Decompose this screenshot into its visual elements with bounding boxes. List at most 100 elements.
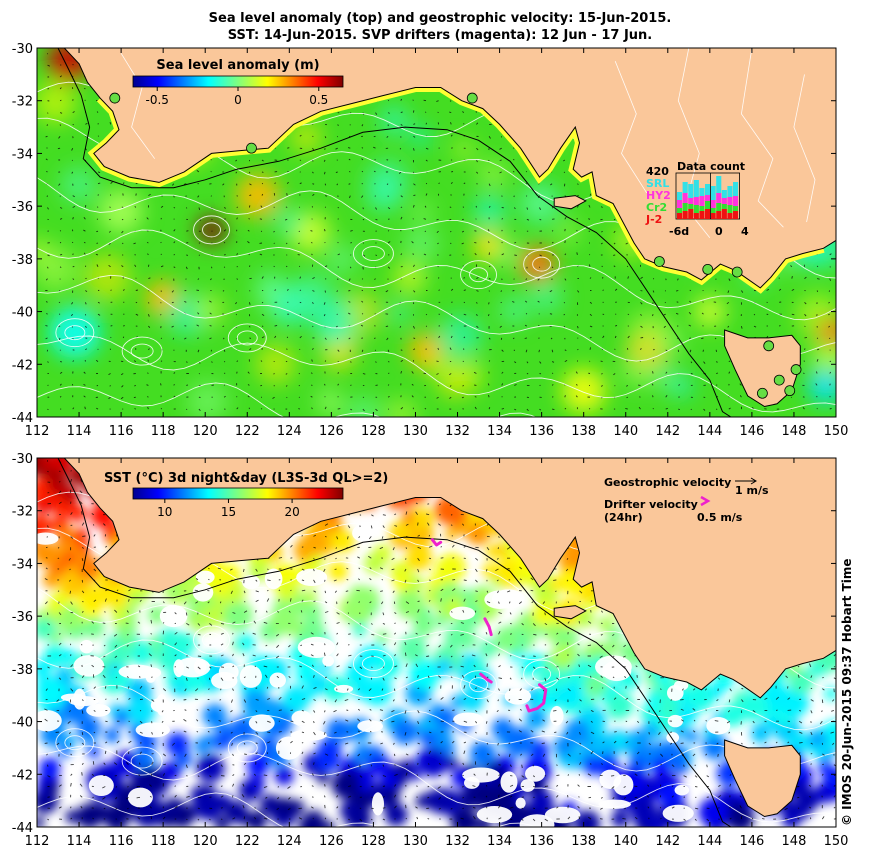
y-tick-label: -32 bbox=[12, 505, 33, 520]
colorbar-tick-label: 15 bbox=[221, 505, 236, 519]
data-count-inset: Data count 420 SRL HY2 Cr2 J-2 -6d 0 4 bbox=[645, 160, 749, 238]
tasmania-bottom bbox=[724, 739, 801, 818]
x-tick-label: 126 bbox=[319, 424, 344, 439]
x-tick-label: 132 bbox=[445, 834, 470, 849]
geostrophic-scale-arrow bbox=[735, 477, 757, 485]
x-tick-label: 116 bbox=[109, 834, 134, 849]
data-count-x-zero: 0 bbox=[715, 225, 723, 238]
x-tick-label: 136 bbox=[529, 834, 554, 849]
x-tick-label: 114 bbox=[67, 424, 92, 439]
shelf-edge-bottom bbox=[57, 458, 732, 827]
data-count-bars bbox=[675, 172, 740, 220]
x-tick-label: 138 bbox=[571, 834, 596, 849]
y-tick-label: -40 bbox=[12, 306, 33, 321]
x-tick-label: 112 bbox=[25, 834, 50, 849]
x-tick-label: 140 bbox=[613, 834, 638, 849]
y-tick-label: -32 bbox=[12, 95, 33, 110]
data-count-x-start: -6d bbox=[669, 225, 689, 238]
geostrophic-legend-label: Geostrophic velocity bbox=[604, 476, 731, 489]
x-tick-label: 136 bbox=[529, 424, 554, 439]
sla-colorbar-label: Sea level anomaly (m) bbox=[156, 58, 319, 73]
y-tick-label: -38 bbox=[12, 253, 33, 268]
y-tick-label: -34 bbox=[12, 557, 33, 572]
x-tick-label: 140 bbox=[613, 424, 638, 439]
drifter-legend-scale: 0.5 m/s bbox=[697, 511, 743, 524]
x-tick-label: 120 bbox=[193, 424, 218, 439]
y-tick-label: -36 bbox=[12, 200, 33, 215]
x-tick-label: 144 bbox=[697, 834, 722, 849]
satellite-label-j2: J-2 bbox=[645, 213, 662, 226]
imos-credit: © IMOS 20-Jun-2015 09:37 Hobart Time bbox=[840, 558, 854, 826]
drifter-legend-label: Drifter velocity bbox=[604, 498, 698, 511]
x-tick-label: 138 bbox=[571, 424, 596, 439]
drifter-legend-sub: (24hr) bbox=[604, 511, 643, 524]
x-tick-label: 134 bbox=[487, 424, 512, 439]
y-tick-label: -34 bbox=[12, 147, 33, 162]
x-tick-label: 144 bbox=[697, 424, 722, 439]
x-tick-label: 134 bbox=[487, 834, 512, 849]
colorbar-tick-label: -0.5 bbox=[146, 93, 169, 107]
colorbar-tick-label: 0 bbox=[234, 93, 242, 107]
y-tick-label: -44 bbox=[12, 411, 33, 426]
x-tick-label: 126 bbox=[319, 834, 344, 849]
x-tick-label: 118 bbox=[151, 424, 176, 439]
y-tick-label: -44 bbox=[12, 821, 33, 836]
y-tick-label: -38 bbox=[12, 663, 33, 678]
top-axes: 112 114 116 118 120 122 124 126 128 130 132 134 136 1… bbox=[12, 42, 849, 439]
satellite-label-hy2: HY2 bbox=[646, 189, 671, 202]
drifter-scale-arrow bbox=[700, 495, 711, 507]
top-frame bbox=[36, 47, 837, 418]
drifter-tracks bbox=[430, 538, 548, 713]
tide-gauge-markers bbox=[109, 92, 802, 399]
x-tick-label: 146 bbox=[739, 424, 764, 439]
satellite-label-srl: SRL bbox=[646, 177, 669, 190]
title-line-2: SST: 14-Jun-2015. SVP drifters (magenta)… bbox=[227, 28, 653, 43]
data-count-max-label: 420 bbox=[646, 165, 669, 178]
x-tick-label: 148 bbox=[782, 424, 807, 439]
x-tick-label: 118 bbox=[151, 834, 176, 849]
sst-panel: 112 114 116 118 120 122 124 126 128 130 132 134 136 1… bbox=[12, 452, 849, 849]
geostrophic-legend-scale: 1 m/s bbox=[735, 484, 769, 497]
sla-colorbar-strip bbox=[132, 75, 344, 88]
y-tick-label: -30 bbox=[12, 452, 33, 467]
x-tick-label: 132 bbox=[445, 424, 470, 439]
colorbar-tick-label: 10 bbox=[157, 505, 172, 519]
colorbar-tick-label: 20 bbox=[284, 505, 299, 519]
colorbar-tick-label: 0.5 bbox=[309, 93, 328, 107]
data-count-title: Data count bbox=[677, 160, 745, 173]
x-tick-label: 128 bbox=[361, 424, 386, 439]
velocity-legend: Geostrophic velocity 1 m/s Drifter veloc… bbox=[604, 476, 769, 524]
geostrophic-velocity-arrows-top bbox=[45, 50, 832, 412]
x-tick-label: 146 bbox=[739, 834, 764, 849]
data-count-x-end: 4 bbox=[741, 225, 749, 238]
x-tick-label: 150 bbox=[824, 834, 849, 849]
sst-colorbar-label: SST (°C) 3d night&day (L3S-3d QL>=2) bbox=[104, 471, 388, 486]
x-tick-label: 124 bbox=[277, 424, 302, 439]
y-tick-label: -30 bbox=[12, 42, 33, 57]
x-tick-label: 148 bbox=[782, 834, 807, 849]
x-tick-label: 122 bbox=[235, 834, 260, 849]
x-tick-label: 116 bbox=[109, 424, 134, 439]
y-tick-label: -42 bbox=[12, 768, 33, 783]
y-tick-label: -40 bbox=[12, 716, 33, 731]
sea-level-anomaly-panel: 112 114 116 118 120 122 124 126 128 130 132 134 136 1… bbox=[12, 42, 849, 439]
bottom-frame bbox=[36, 457, 837, 828]
x-tick-label: 150 bbox=[824, 424, 849, 439]
shelf-edge-top bbox=[57, 48, 732, 417]
sla-colorbar: Sea level anomaly (m) -0.5 0 0.5 bbox=[132, 58, 344, 107]
x-tick-label: 128 bbox=[361, 834, 386, 849]
kangaroo-island-bottom bbox=[553, 605, 587, 620]
sst-colorbar: SST (°C) 3d night&day (L3S-3d QL>=2) 10 1… bbox=[104, 471, 388, 519]
x-tick-label: 120 bbox=[193, 834, 218, 849]
bottom-axes: 112 114 116 118 120 122 124 126 128 130 132 134 136 1… bbox=[12, 452, 849, 849]
y-tick-label: -36 bbox=[12, 610, 33, 625]
y-tick-label: -42 bbox=[12, 358, 33, 373]
x-tick-label: 130 bbox=[403, 424, 428, 439]
title-line-1: Sea level anomaly (top) and geostrophic … bbox=[208, 11, 672, 26]
x-tick-label: 112 bbox=[25, 424, 50, 439]
x-tick-label: 124 bbox=[277, 834, 302, 849]
land-bottom bbox=[37, 458, 836, 699]
x-tick-label: 130 bbox=[403, 834, 428, 849]
x-tick-label: 142 bbox=[655, 424, 680, 439]
